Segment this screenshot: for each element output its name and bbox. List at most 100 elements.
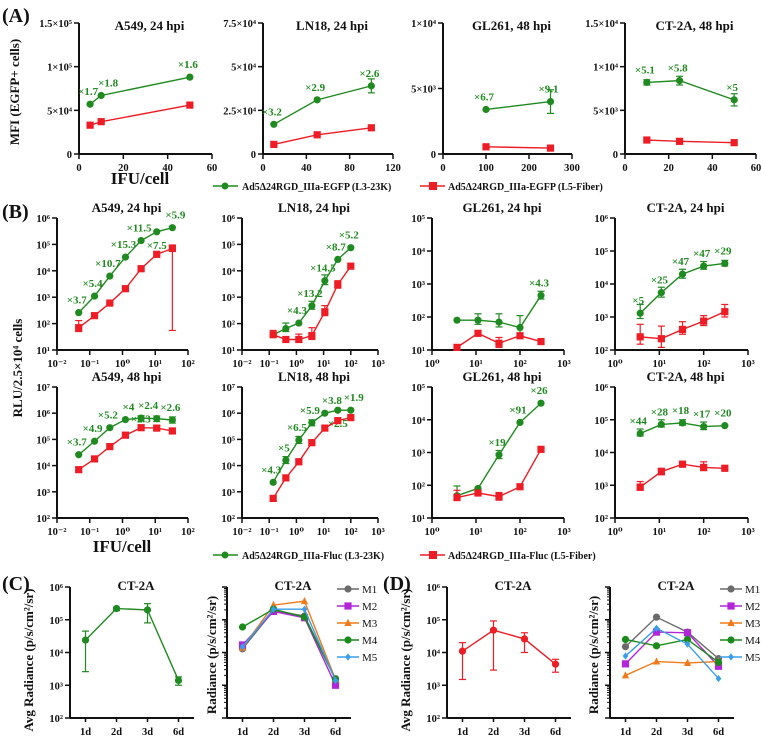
fold-change-label: ×15.3 (111, 239, 137, 251)
fold-change-label: ×20 (714, 408, 732, 420)
fold-change-label: ×6.7 (474, 91, 495, 103)
data-point (700, 422, 708, 431)
data-point (106, 443, 114, 451)
series-line (462, 629, 556, 665)
data-point (121, 415, 130, 424)
data-point (106, 299, 114, 307)
series-line (89, 104, 190, 126)
legend-a-marker-circle (221, 182, 229, 190)
legend-b-marker-circle (221, 551, 229, 559)
series-m5 (239, 605, 339, 685)
series-m4 (238, 605, 340, 684)
data-point (495, 339, 503, 347)
x-tick-label: 200 (521, 163, 537, 174)
data-point (334, 255, 342, 264)
legend-a: Ad5Δ24RGD_IIIa-EGFP (L3-23K) Ad5Δ24RGD_I… (213, 182, 603, 193)
y-tick-label: 10⁷ (221, 383, 235, 394)
data-point (269, 494, 277, 502)
x-tick-label: 10⁰ (607, 527, 623, 538)
data-point (730, 96, 738, 104)
y-tick-label: 2.5×10⁴ (223, 106, 257, 117)
series-0: ×4.3 (453, 277, 549, 335)
legend-label: M2 (745, 601, 760, 613)
x-tick-label: 2d (268, 727, 279, 738)
y-tick-label: 10³ (411, 280, 425, 291)
data-point (551, 660, 560, 668)
x-tick-label: 10² (697, 527, 711, 538)
legend-label: M1 (745, 584, 760, 596)
fold-change-label: ×14.5 (310, 263, 336, 275)
y-tick-label: 10² (221, 514, 235, 525)
data-point (683, 658, 692, 666)
y-tick-label: 10³ (221, 488, 235, 499)
series-0: ×6.7 ×9.1 (474, 84, 559, 114)
series-line (85, 607, 180, 681)
y-tick-label: 10⁶ (594, 214, 608, 225)
x-tick-label: 20 (118, 163, 129, 174)
y-tick-label: 10² (594, 514, 608, 525)
fold-change-label: ×5 (278, 442, 290, 454)
x-tick-label: 10⁰ (424, 527, 440, 538)
series-line (646, 139, 735, 144)
data-point (657, 335, 665, 343)
legend-a-label-2: Ad5Δ24RGD_IIIa-EGFP (L5-Fiber) (448, 182, 603, 193)
chart-title: LN18, 48 hpi (278, 369, 350, 384)
data-point (482, 105, 490, 114)
b-x-axis-label: IFU/cell (93, 537, 152, 556)
chart-c-13: CT-2A 1d 2d 3d 6d M1 M2 M3 M4 M5 (222, 578, 378, 738)
fold-change-label: ×11.5 (127, 223, 152, 235)
x-tick-label: 0 (76, 163, 81, 174)
series-m5 (622, 624, 722, 683)
a-y-axis-label: MFI (EGFP+ cells) (7, 39, 22, 145)
series-0: ×4.3×5×6.5×5.9×3.8×2.5×1.9 (261, 392, 364, 486)
y-tick-label: 10⁶ (594, 383, 608, 394)
data-point (495, 451, 503, 459)
fold-change-label: ×47 (693, 248, 711, 260)
fold-change-label: ×2.6 (359, 68, 380, 80)
data-point (90, 455, 99, 463)
data-point (112, 604, 121, 613)
data-point (174, 676, 183, 685)
data-point (137, 424, 145, 432)
data-point (537, 291, 545, 300)
x-tick-label: 1d (237, 727, 248, 738)
y-tick-label: 10⁴ (221, 267, 236, 278)
data-point (700, 262, 708, 270)
data-point (121, 431, 130, 439)
y-tick-label: 10⁴ (221, 462, 236, 473)
series-0: ×4.3 ×13.2 ×14.5 ×8.7×5.2 (269, 230, 359, 339)
fold-change-label: ×5 (632, 295, 644, 307)
series-1 (636, 460, 729, 491)
y-tick-label: 10⁶ (36, 214, 50, 225)
y-tick-label: 10⁵ (411, 214, 425, 225)
x-tick-label: 1d (80, 727, 91, 738)
chart-title: GL261, 24 hpi (462, 200, 541, 215)
data-point (367, 82, 375, 90)
data-point (652, 628, 661, 636)
data-point (186, 101, 194, 109)
y-tick-label: 10⁶ (426, 583, 440, 594)
y-tick-label: 10⁵ (411, 383, 425, 394)
fold-change-label: ×1.8 (98, 77, 119, 89)
x-tick-label: 10² (181, 527, 195, 538)
y-tick-label: 10¹ (411, 346, 425, 357)
x-tick-label: 100 (478, 163, 494, 174)
chart-title: CT-2A, 24 hpi (647, 200, 725, 215)
data-point (495, 493, 503, 501)
chart-title: LN18, 24 hpi (296, 18, 368, 33)
fold-change-label: ×5.9 (300, 405, 321, 417)
data-point (700, 463, 708, 472)
data-point (269, 331, 277, 339)
data-point (137, 414, 145, 422)
data-point (482, 143, 490, 151)
x-tick-label: 3d (299, 727, 310, 738)
series-line (241, 608, 337, 681)
chart-a-0: A549, 24 hpi 0 5×10⁴ 1×10⁵ 1.5×10⁵ 0 20 40 60 ×1.… (39, 18, 217, 174)
fold-change-label: ×91 (509, 404, 526, 416)
data-point (516, 418, 524, 427)
series-line (456, 402, 542, 497)
data-point (168, 416, 176, 424)
data-point (537, 445, 545, 453)
x-tick-label: 10⁻¹ (260, 359, 279, 370)
